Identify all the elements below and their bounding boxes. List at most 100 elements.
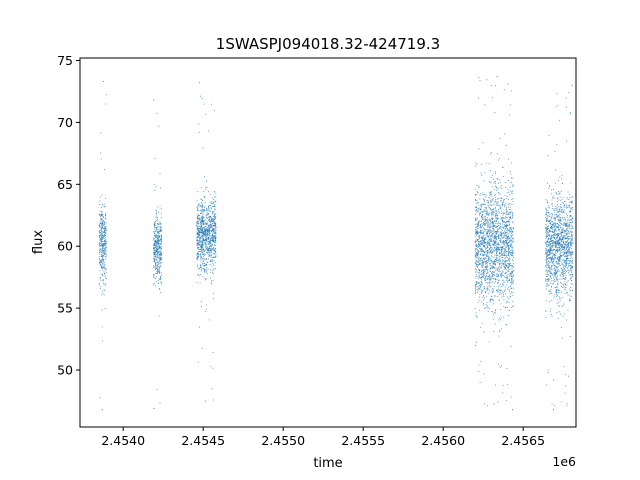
data-point: [547, 264, 549, 266]
data-point: [98, 251, 101, 253]
data-point: [200, 261, 202, 263]
data-point: [154, 222, 156, 224]
data-point: [102, 250, 104, 252]
data-point: [508, 257, 510, 259]
data-point: [563, 206, 565, 208]
data-point: [100, 237, 102, 239]
data-point: [567, 225, 569, 227]
data-point: [497, 214, 499, 216]
data-point: [556, 239, 558, 241]
data-point: [556, 271, 558, 274]
data-point: [548, 247, 551, 249]
data-point: [507, 198, 510, 200]
data-point: [204, 245, 206, 247]
data-point: [567, 242, 569, 244]
data-point: [506, 306, 509, 308]
data-point: [489, 235, 491, 237]
data-point: [213, 204, 215, 206]
data-point: [198, 248, 200, 250]
data-point: [99, 263, 101, 265]
data-point: [202, 249, 204, 251]
data-point: [494, 231, 496, 233]
data-point: [498, 269, 501, 271]
data-point: [203, 248, 205, 250]
data-point: [506, 255, 508, 257]
data-point: [482, 266, 484, 269]
data-point: [105, 229, 107, 231]
data-point: [560, 222, 562, 224]
data-point: [491, 210, 493, 212]
data-point: [99, 239, 101, 241]
data-point: [197, 206, 199, 208]
data-point: [496, 198, 498, 200]
data-point: [482, 268, 484, 270]
data-point: [487, 221, 489, 223]
data-point: [475, 226, 477, 228]
data-point: [203, 230, 205, 232]
data-point: [552, 227, 554, 229]
data-point: [479, 212, 481, 215]
data-point: [104, 235, 107, 237]
data-point: [492, 228, 494, 230]
data-point: [551, 203, 553, 205]
data-point: [501, 248, 503, 250]
data-point: [197, 274, 199, 276]
data-point: [205, 219, 207, 221]
data-point: [205, 189, 207, 191]
data-point: [99, 231, 101, 233]
data-point: [504, 231, 506, 233]
data-point: [557, 244, 559, 246]
data-point: [210, 251, 212, 253]
data-point: [486, 262, 488, 265]
data-point: [566, 232, 568, 234]
data-point: [101, 237, 103, 239]
data-point: [503, 305, 505, 308]
data-point: [196, 241, 198, 243]
data-point: [201, 235, 203, 237]
data-point: [486, 244, 488, 246]
data-point: [479, 245, 481, 247]
data-point: [196, 217, 199, 219]
data-point: [504, 240, 507, 242]
data-point: [209, 253, 211, 255]
data-point: [545, 310, 547, 312]
data-point: [199, 217, 201, 219]
data-point: [562, 272, 564, 274]
data-point: [501, 200, 503, 202]
data-point: [102, 236, 104, 238]
data-point: [478, 185, 480, 187]
data-point: [512, 184, 514, 186]
data-point: [483, 304, 485, 306]
data-point: [558, 247, 560, 249]
data-point: [153, 260, 155, 263]
data-point: [99, 276, 101, 279]
data-point: [546, 218, 548, 220]
data-point: [512, 238, 514, 240]
data-point: [562, 251, 564, 253]
data-point: [560, 235, 562, 238]
data-point: [492, 221, 494, 223]
data-point: [475, 288, 477, 290]
data-point: [208, 248, 210, 250]
data-point: [511, 215, 513, 217]
data-point: [499, 239, 501, 241]
data-point: [565, 257, 567, 259]
data-point: [196, 235, 198, 237]
data-point: [153, 239, 155, 241]
data-point: [214, 241, 216, 243]
data-point: [155, 239, 157, 241]
data-point: [159, 235, 161, 238]
data-point: [104, 307, 106, 310]
data-point: [200, 229, 202, 231]
data-point: [566, 234, 568, 236]
data-point: [570, 211, 572, 213]
data-point: [554, 272, 556, 274]
data-point: [490, 261, 492, 263]
data-point: [509, 216, 512, 218]
data-point: [153, 266, 156, 268]
data-point: [489, 181, 491, 184]
data-point: [570, 261, 572, 263]
data-point: [553, 268, 555, 270]
data-point: [105, 239, 107, 241]
data-point: [99, 278, 101, 280]
